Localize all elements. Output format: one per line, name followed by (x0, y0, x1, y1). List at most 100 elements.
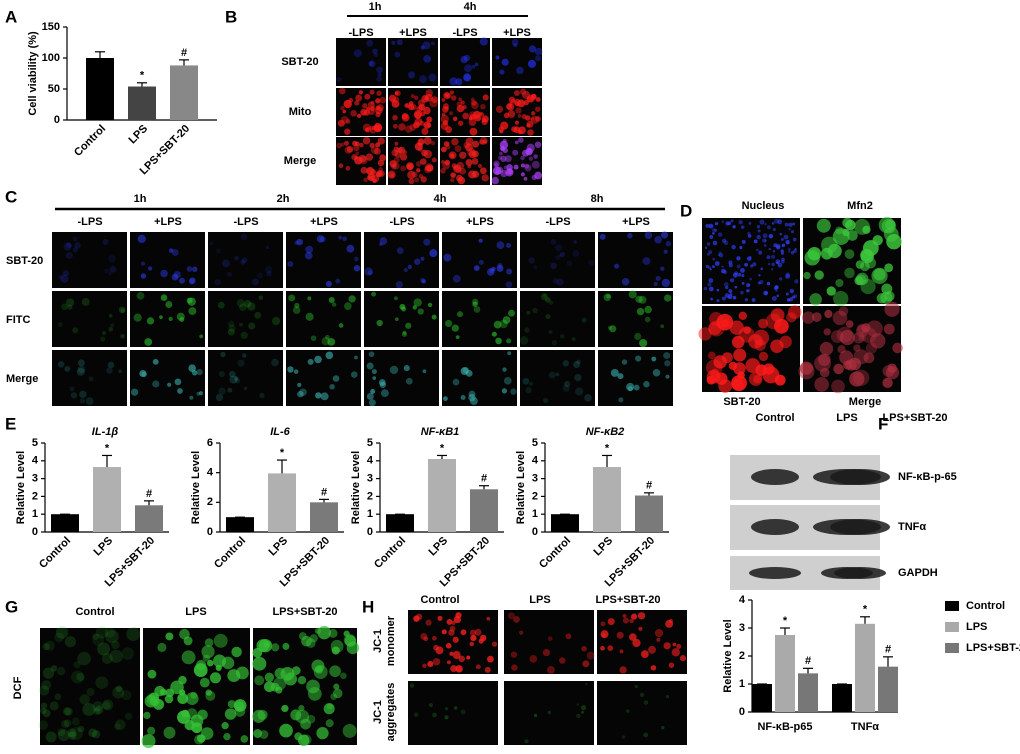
cell (811, 312, 822, 322)
cell (375, 171, 382, 178)
cell (528, 156, 534, 161)
cell (788, 250, 791, 253)
cell (63, 242, 72, 251)
cell (415, 160, 422, 167)
cell (844, 267, 855, 279)
cell (377, 72, 382, 78)
cell (102, 331, 106, 336)
cell (486, 616, 491, 621)
legend-swatch (945, 643, 959, 653)
cell (637, 612, 646, 620)
cell (744, 298, 749, 302)
panel-letter: A (5, 7, 17, 26)
cell (738, 220, 743, 225)
cell (77, 359, 85, 367)
cell (362, 103, 368, 109)
cell (581, 710, 584, 714)
cell (503, 112, 510, 119)
cell (581, 317, 587, 323)
cell (635, 355, 642, 362)
cell (93, 707, 101, 716)
cell (314, 355, 322, 364)
cell (338, 163, 344, 169)
cell (444, 715, 449, 720)
cell (411, 171, 418, 178)
cell (614, 263, 620, 269)
column-label: -LPS (233, 216, 258, 228)
cell (346, 244, 355, 253)
y-tick-label: 150 (42, 21, 60, 33)
cell (178, 277, 185, 284)
micrograph (408, 681, 498, 745)
micrograph (442, 350, 517, 406)
column-label: Control (755, 412, 794, 424)
cell (723, 240, 729, 246)
cell (777, 219, 783, 225)
cell (196, 391, 201, 396)
cell (392, 162, 400, 170)
cell (58, 274, 64, 280)
bar (93, 467, 121, 532)
cell (344, 635, 357, 647)
cell (729, 292, 733, 296)
cell (706, 252, 710, 256)
column-label: Mfn2 (847, 200, 873, 212)
cell (54, 693, 62, 701)
cell (342, 109, 347, 114)
cell (393, 157, 400, 164)
cell (512, 149, 519, 156)
cell (638, 626, 643, 631)
cell (429, 99, 438, 108)
cell (63, 719, 72, 728)
cell (423, 238, 431, 246)
cell (209, 672, 222, 684)
cell (642, 257, 651, 265)
cell (44, 640, 55, 651)
cell (62, 270, 69, 277)
cell (92, 701, 103, 712)
cell (542, 648, 551, 657)
cell (809, 293, 822, 306)
cell (823, 328, 831, 336)
cell (542, 293, 547, 298)
cell (781, 257, 785, 262)
cell (716, 288, 720, 292)
cell (367, 175, 372, 180)
cell (533, 154, 538, 159)
y-tick-label: 2 (367, 490, 373, 502)
cell (70, 392, 78, 399)
cell (524, 327, 530, 333)
cell (496, 241, 505, 249)
cell (728, 296, 731, 299)
cell (747, 283, 751, 287)
micrograph (597, 681, 687, 745)
cell (759, 219, 765, 225)
cell (452, 650, 461, 660)
x-tick-label: Control (37, 535, 73, 571)
cell (177, 693, 189, 704)
cell (764, 239, 767, 242)
cell (60, 274, 69, 283)
cell (42, 709, 51, 718)
cell (253, 729, 263, 738)
cell (520, 163, 525, 168)
cell (617, 373, 624, 380)
cell (343, 633, 356, 647)
cell (744, 262, 748, 267)
cell (501, 58, 509, 66)
cell (460, 100, 465, 105)
cell (562, 384, 570, 392)
cell (414, 117, 423, 126)
cell (271, 643, 280, 652)
cell (730, 219, 734, 223)
cell (499, 151, 503, 156)
cell (532, 307, 538, 314)
cell (252, 647, 263, 658)
cell (725, 221, 730, 226)
cell (456, 311, 463, 318)
column-label: Control (75, 606, 114, 618)
cell (717, 253, 721, 257)
cell (766, 255, 771, 260)
cell (479, 167, 487, 175)
cell (441, 629, 447, 635)
